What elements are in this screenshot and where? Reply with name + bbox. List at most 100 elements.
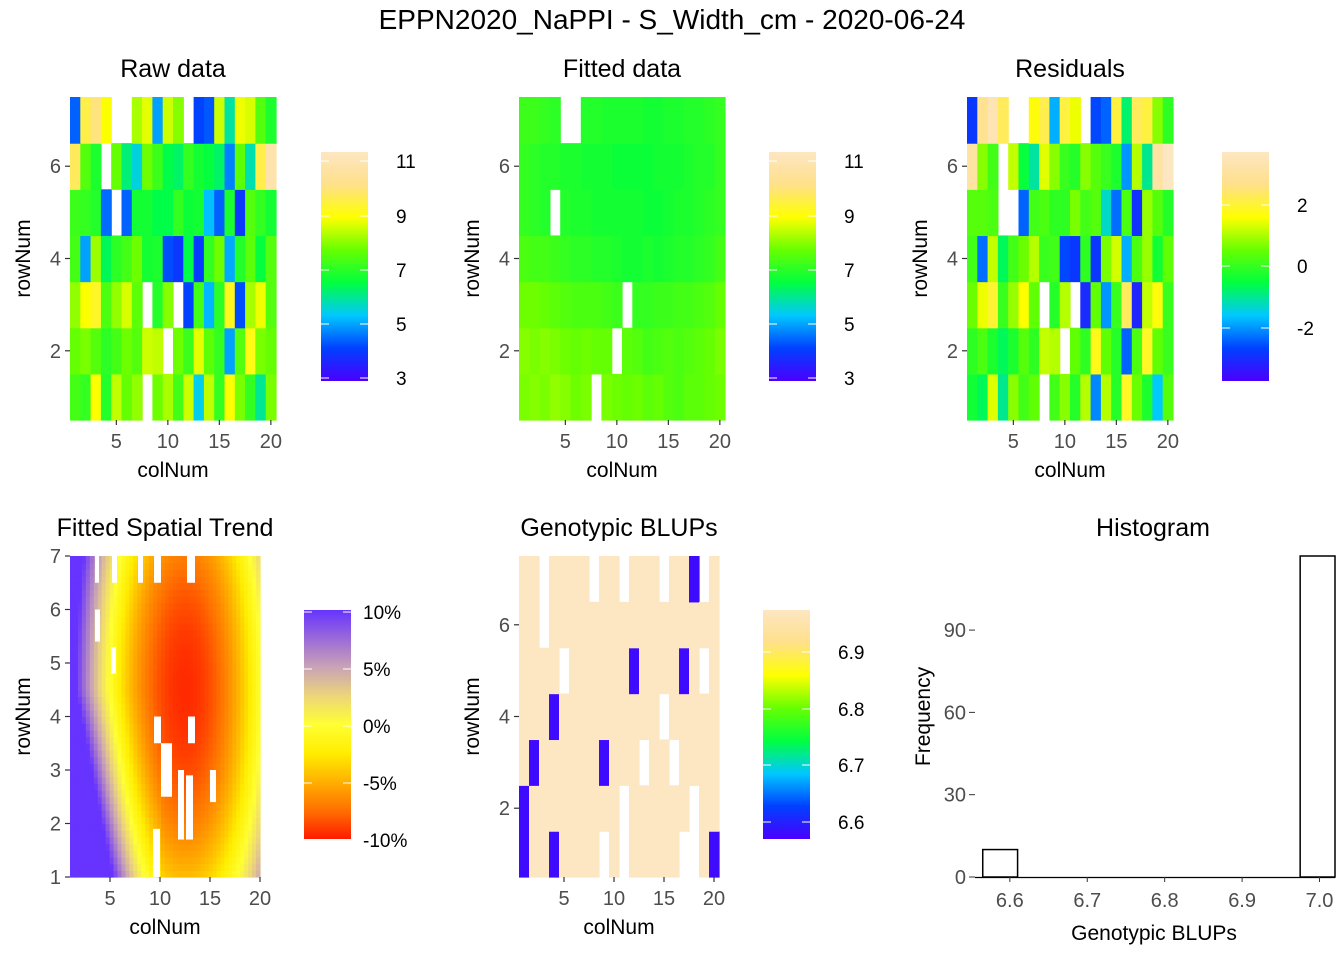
heatmap-cell <box>704 189 716 237</box>
trend-cell <box>89 596 95 604</box>
trend-cell <box>236 656 241 664</box>
heatmap-cell <box>632 189 644 237</box>
heatmap-cell <box>549 143 561 190</box>
trend-cell <box>125 622 130 631</box>
trend-cell <box>176 716 182 724</box>
trend-cell <box>208 569 214 577</box>
heatmap-cell <box>265 189 277 237</box>
trend-cell <box>81 703 87 711</box>
trend-cell <box>200 850 206 858</box>
trend-cell <box>236 823 241 831</box>
heatmap-cell <box>173 97 184 144</box>
trend-cell <box>109 736 115 744</box>
trend-cell <box>244 803 249 811</box>
blup-cell <box>519 601 530 649</box>
trend-cell <box>105 556 111 564</box>
trend-cell <box>109 850 115 858</box>
trend-cell <box>105 803 111 811</box>
trend-cell <box>157 743 162 751</box>
trend-cell <box>196 810 202 818</box>
trend-cell <box>224 756 229 764</box>
trend-cell <box>240 642 245 651</box>
heatmap-cell <box>714 327 726 375</box>
trend-cell <box>109 756 115 764</box>
trend-cell <box>176 589 182 597</box>
trend-cell <box>256 796 261 805</box>
trend-cell <box>236 669 241 677</box>
trend-cell <box>256 602 261 611</box>
heatmap-cell <box>142 189 153 237</box>
trend-cell <box>141 743 146 751</box>
trend-cell <box>192 856 198 865</box>
trend-cell <box>157 609 162 617</box>
trend-cell <box>73 810 79 818</box>
heatmap-cell <box>591 281 602 329</box>
heatmap-cell <box>245 235 256 283</box>
heatmap-cell <box>1152 373 1164 421</box>
trend-cell <box>149 783 154 791</box>
trend-cell <box>97 823 103 831</box>
trend-cell <box>200 562 206 570</box>
x-tick-label: 15 <box>1105 431 1127 453</box>
heatmap-cell <box>652 143 664 190</box>
trend-cell <box>153 756 158 764</box>
trend-cell <box>236 562 241 570</box>
trend-cell <box>133 776 138 784</box>
trend-cell <box>113 582 119 591</box>
heatmap-cell <box>100 97 112 144</box>
trend-cell <box>212 836 218 845</box>
trend-cell <box>149 649 154 657</box>
heatmap-cell <box>1100 235 1112 283</box>
trend-cell <box>157 689 162 698</box>
trend-cell <box>109 556 115 564</box>
trend-cell <box>109 703 115 711</box>
trend-cell <box>180 596 186 604</box>
heatmap-cell <box>121 373 133 421</box>
trend-cell <box>200 669 206 677</box>
heatmap-cell <box>1142 189 1153 237</box>
trend-cell <box>137 776 142 784</box>
trend-cell <box>224 843 229 851</box>
trend-cell <box>113 756 119 764</box>
trend-cell <box>248 602 253 611</box>
heatmap-cell <box>183 143 195 190</box>
trend-cell <box>153 616 158 624</box>
trend-cell <box>157 796 162 805</box>
trend-cell <box>153 790 158 798</box>
y-tick-label: 4 <box>50 249 61 271</box>
trend-cell <box>252 843 257 851</box>
heatmap-cell <box>580 281 592 329</box>
trend-cell <box>109 616 115 624</box>
trend-cell <box>168 629 174 637</box>
trend-cell <box>180 556 186 564</box>
heatmap-cell <box>142 235 153 283</box>
trend-cell <box>93 870 99 878</box>
trend-cell <box>145 596 150 604</box>
heatmap-cell <box>70 327 81 375</box>
trend-cell <box>125 783 130 791</box>
blup-cell <box>549 831 560 878</box>
trend-cell <box>89 602 95 611</box>
trend-cell <box>117 803 123 811</box>
heatmap-cell <box>1049 373 1061 421</box>
trend-cell <box>117 676 123 684</box>
heatmap-cell <box>601 281 613 329</box>
trend-cell <box>97 683 103 691</box>
trend-cell <box>101 803 107 811</box>
trend-cell <box>125 663 130 671</box>
trend-cell <box>216 569 222 577</box>
trend-cell <box>121 556 127 564</box>
trend-cell <box>256 582 261 591</box>
trend-cell <box>256 642 261 651</box>
trend-cell <box>165 823 170 831</box>
trend-cell <box>176 856 182 865</box>
trend-cell <box>252 642 257 651</box>
trend-cell <box>184 856 190 865</box>
trend-cell <box>244 716 249 724</box>
trend-cell <box>81 562 87 570</box>
trend-cell <box>252 709 257 718</box>
trend-cell <box>240 816 245 825</box>
trend-cell <box>101 622 107 631</box>
trend-cell <box>105 569 111 577</box>
trend-cell <box>216 816 222 825</box>
